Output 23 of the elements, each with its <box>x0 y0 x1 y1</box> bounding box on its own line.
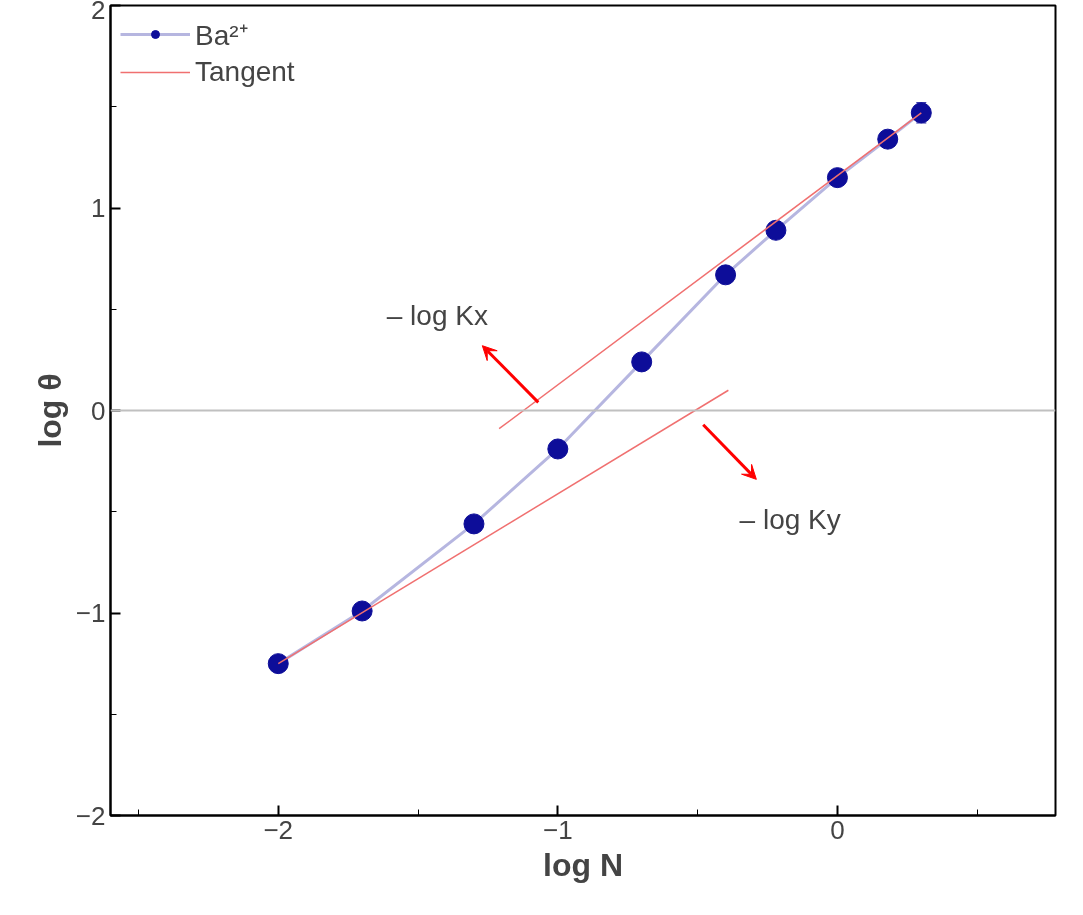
point <box>547 438 569 460</box>
annotation: – log Kx <box>386 299 488 331</box>
annotation: – log Ky <box>739 504 841 536</box>
point <box>765 219 787 241</box>
x-tick-label: 0 <box>830 814 845 845</box>
legend-label: Ba²⁺ <box>195 19 248 53</box>
point <box>877 128 899 150</box>
point <box>463 513 485 535</box>
point <box>826 167 848 189</box>
y-tick-label: 2 <box>91 0 106 25</box>
x-tick-label: −1 <box>543 814 573 845</box>
legend-label: Tangent <box>195 56 295 88</box>
point <box>351 600 373 622</box>
y-tick-label: 1 <box>91 193 106 223</box>
y-axis-title: log θ <box>31 373 68 448</box>
point <box>631 351 653 373</box>
x-axis-title: log N <box>543 846 623 883</box>
point <box>715 264 737 286</box>
y-tick-label: 0 <box>91 395 106 426</box>
x-tick-label: −2 <box>263 814 294 845</box>
point <box>910 102 932 124</box>
y-tick-label: −1 <box>75 598 106 628</box>
point <box>267 653 289 675</box>
